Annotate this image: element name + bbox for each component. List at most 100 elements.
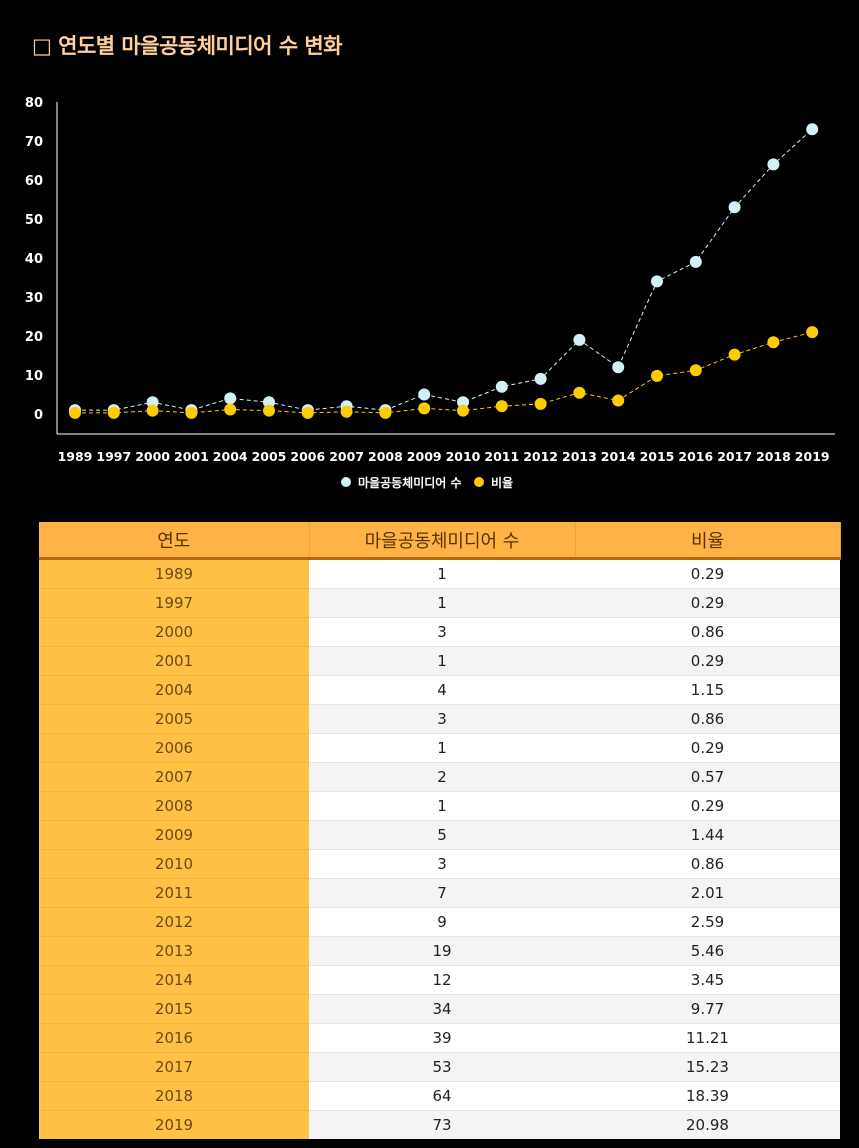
x-tick-label: 2000 — [135, 449, 170, 464]
table-row: 2018 64 18.39 — [39, 1081, 840, 1111]
cell-count: 7 — [309, 878, 575, 908]
cell-year: 2008 — [39, 791, 309, 821]
x-tick-label: 2006 — [290, 449, 325, 464]
cell-year: 2014 — [39, 965, 309, 995]
y-tick-label: 60 — [25, 174, 43, 189]
cell-year: 1997 — [39, 588, 309, 618]
series-2-point — [301, 406, 314, 419]
cell-year: 2009 — [39, 820, 309, 850]
series-2-point — [806, 326, 819, 339]
cell-year: 1989 — [39, 558, 309, 589]
cell-ratio: 0.86 — [575, 704, 840, 734]
series-1-point — [146, 396, 159, 409]
y-tick-label: 40 — [25, 252, 43, 267]
series-2-point — [107, 406, 120, 419]
x-tick-label: 2007 — [329, 449, 364, 464]
cell-year: 2010 — [39, 849, 309, 879]
cell-count: 53 — [309, 1052, 575, 1082]
table-row: 2000 3 0.86 — [39, 617, 840, 647]
table-row: 2013 19 5.46 — [39, 936, 840, 966]
y-tick-label: 30 — [25, 291, 43, 306]
series-1-point — [767, 158, 780, 171]
cell-ratio: 0.86 — [575, 849, 840, 879]
x-tick-label: 2018 — [756, 449, 791, 464]
series-1-point — [806, 123, 819, 136]
cell-year: 2001 — [39, 646, 309, 676]
cell-year: 2018 — [39, 1081, 309, 1111]
cell-year: 2007 — [39, 762, 309, 792]
cell-ratio: 2.01 — [575, 878, 840, 908]
cell-count: 1 — [309, 558, 575, 589]
series-1-point — [689, 255, 702, 268]
cell-count: 5 — [309, 820, 575, 850]
x-axis: 1989 1997 2000 2001 2004 2005 2006 2007 2008 2009… — [58, 449, 830, 464]
series-2-point — [495, 400, 508, 413]
y-tick-label: 20 — [25, 330, 43, 345]
cell-count: 2 — [309, 762, 575, 792]
table-row: 2005 3 0.86 — [39, 704, 840, 734]
series-2-point — [689, 364, 702, 377]
series-2-point — [224, 403, 237, 416]
cell-ratio: 11.21 — [575, 1023, 840, 1053]
x-tick-label: 2014 — [601, 449, 636, 464]
cell-year: 2005 — [39, 704, 309, 734]
cell-ratio: 0.29 — [575, 733, 840, 763]
series-1-line — [75, 128, 813, 411]
x-tick-label: 1989 — [58, 449, 93, 464]
series-2-point — [340, 405, 353, 418]
series-1-point — [418, 388, 431, 401]
table-row: 2010 3 0.86 — [39, 849, 840, 879]
x-tick-label: 2012 — [523, 449, 558, 464]
cell-ratio: 0.29 — [575, 588, 840, 618]
cell-ratio: 5.46 — [575, 936, 840, 966]
x-tick-label: 2009 — [407, 449, 442, 464]
x-tick-label: 2005 — [252, 449, 287, 464]
axes — [56, 102, 835, 435]
cell-ratio: 2.59 — [575, 907, 840, 937]
series-1-point — [612, 361, 625, 374]
legend-marker-series-1 — [341, 477, 351, 487]
table-row: 2011 7 2.01 — [39, 878, 840, 908]
table-row: 2019 73 20.98 — [39, 1110, 840, 1139]
x-tick-label: 2010 — [446, 449, 481, 464]
series-2-point — [69, 406, 81, 419]
series-1-point — [573, 333, 586, 346]
table-row: 2017 53 15.23 — [39, 1052, 840, 1082]
x-tick-label: 2004 — [213, 449, 248, 464]
cell-year: 2012 — [39, 907, 309, 937]
series-2-point — [728, 348, 741, 361]
legend-label-series-1: 마을공동체미디어 수 — [358, 475, 462, 490]
cell-count: 19 — [309, 936, 575, 966]
series-points — [69, 123, 819, 419]
cell-year: 2004 — [39, 675, 309, 705]
header-ratio: 비율 — [575, 522, 841, 560]
series-2-point — [767, 336, 780, 349]
series-2-point — [651, 369, 663, 382]
x-tick-label: 2001 — [174, 449, 209, 464]
cell-count: 39 — [309, 1023, 575, 1053]
series-2-point — [612, 394, 625, 407]
legend-label-series-2: 비율 — [491, 475, 513, 490]
y-tick-label: 50 — [25, 213, 43, 228]
series-2-point — [534, 397, 547, 410]
series-1-point — [495, 380, 508, 393]
series-2-point — [185, 406, 198, 419]
header-year: 연도 — [39, 522, 310, 560]
legend: 마을공동체미디어 수 비율 — [341, 475, 513, 490]
cell-count: 3 — [309, 617, 575, 647]
cell-count: 9 — [309, 907, 575, 937]
table-row: 2006 1 0.29 — [39, 733, 840, 763]
table-row: 2016 39 11.21 — [39, 1023, 840, 1053]
cell-count: 3 — [309, 849, 575, 879]
series-2-point — [573, 386, 586, 399]
table-header-row: 연도 마을공동체미디어 수 비율 — [39, 522, 841, 560]
x-tick-label: 2017 — [717, 449, 752, 464]
table-row: 1989 1 0.29 — [39, 558, 840, 589]
cell-ratio: 0.57 — [575, 762, 840, 792]
cell-count: 1 — [309, 791, 575, 821]
cell-count: 1 — [309, 733, 575, 763]
x-tick-label: 2013 — [562, 449, 597, 464]
cell-ratio: 0.29 — [575, 791, 840, 821]
cell-ratio: 18.39 — [575, 1081, 840, 1111]
x-tick-label: 1997 — [96, 449, 131, 464]
